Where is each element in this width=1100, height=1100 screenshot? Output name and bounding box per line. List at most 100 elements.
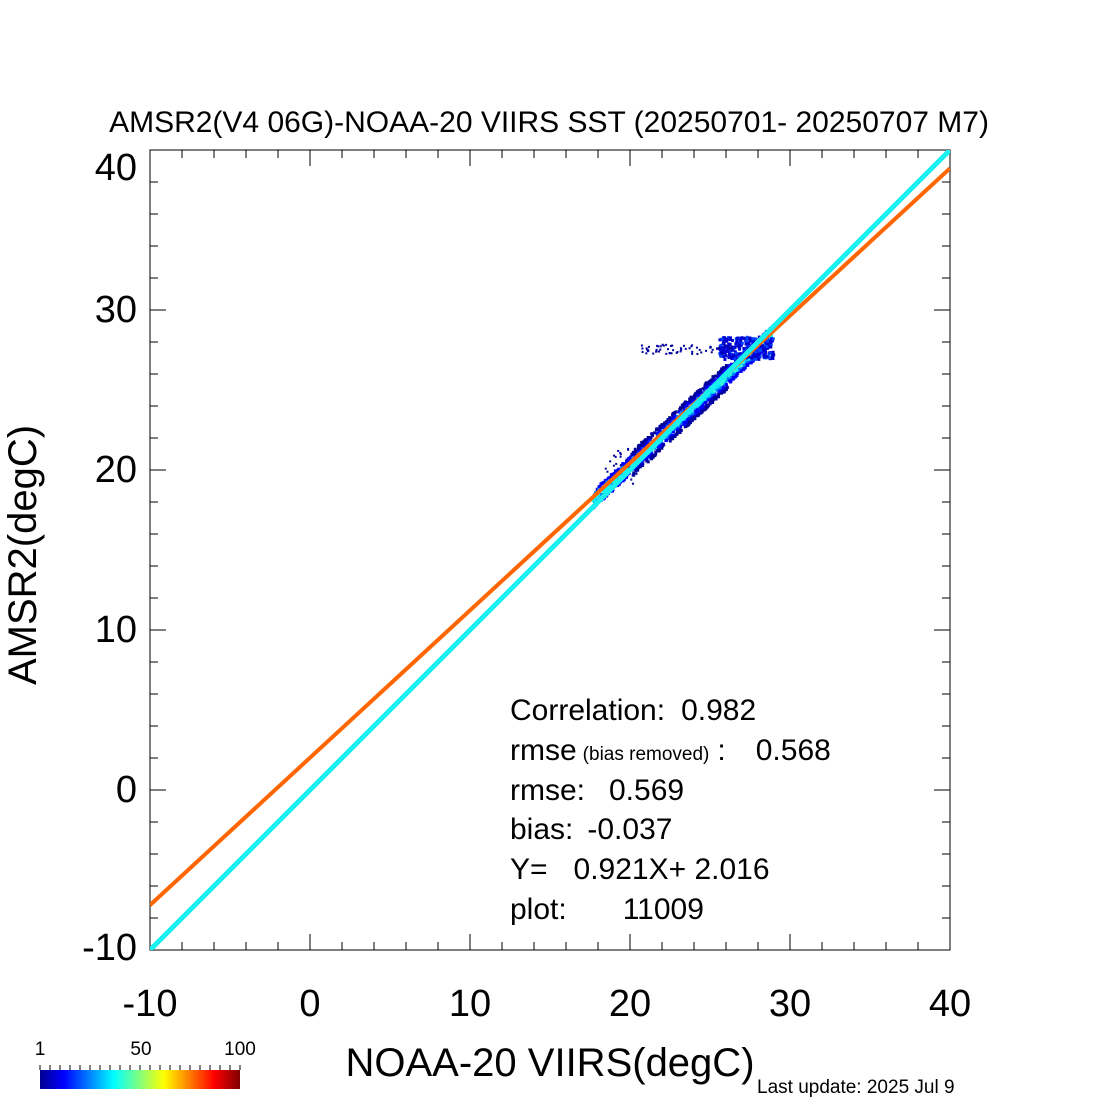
density-point [720,382,724,385]
density-point [742,347,746,351]
density-point [640,344,643,347]
density-point [653,431,657,435]
density-point [753,355,757,359]
density-point [716,376,720,380]
density-point [712,390,716,393]
density-point [747,355,751,359]
density-point [683,419,687,423]
y-tick-label: 30 [95,289,137,331]
stat-rmse-bias-removed: rmse (bias removed):0.568 [510,734,831,767]
density-point [726,336,730,340]
density-point [639,461,643,465]
density-point [694,391,698,395]
density-point [634,452,637,455]
density-point [660,444,664,448]
density-point [684,347,687,350]
density-point [622,478,626,482]
density-point [669,436,673,440]
density-point [665,420,669,424]
density-point [619,455,622,458]
density-point [716,347,719,350]
density-point [668,420,672,424]
density-point [718,374,722,378]
y-tick-label: 20 [95,449,137,491]
density-point [693,399,697,403]
density-point [628,458,632,462]
density-point [752,340,756,344]
density-point [728,379,732,383]
density-point [722,355,726,359]
density-point [744,348,748,352]
density-point [723,353,727,357]
density-point [703,389,707,393]
density-point [680,403,684,407]
density-point [764,341,768,345]
density-point [730,362,734,366]
density-point [739,343,743,347]
density-point [733,369,737,372]
stats-panel: Correlation: 0.982 rmse (bias removed):0.5… [510,694,831,926]
density-point [716,395,720,399]
density-point [645,347,648,350]
density-point [728,350,732,354]
density-point [649,436,653,440]
density-point [718,388,722,392]
density-point [645,352,648,355]
density-point [762,355,766,359]
density-point [769,340,773,344]
density-point [746,346,750,350]
density-point [619,451,622,454]
density-point [756,347,760,351]
density-point [611,479,615,483]
density-point [654,428,658,432]
colorbar: 1 50 100 [35,1039,256,1089]
density-point [750,356,754,360]
density-point [745,359,749,363]
density-point [691,399,695,403]
density-point [706,403,710,407]
density-point [768,335,772,339]
density-point [703,385,707,389]
density-point [691,344,694,347]
density-point [679,347,682,350]
density-point [635,467,639,471]
chart-title: AMSR2(V4 06G)-NOAA-20 VIIRS SST (2025070… [109,106,989,139]
density-point [667,348,670,351]
density-point [735,339,739,343]
stat-rmse: rmse: 0.569 [510,774,684,807]
density-point [612,464,615,467]
density-point [771,354,775,358]
density-point [740,336,744,340]
colorbar-gradient [40,1070,240,1089]
density-point [757,335,761,339]
density-point [686,423,690,427]
density-point [600,481,604,485]
density-point [725,339,729,343]
density-point [688,347,691,350]
density-point [748,339,752,343]
density-point [715,375,719,379]
density-point [738,354,742,358]
density-point [711,393,715,397]
density-point [698,389,702,393]
density-point [637,444,641,448]
density-point [687,419,691,423]
density-point [739,364,743,367]
x-axis-label: NOAA-20 VIIRS(degC) [345,1041,754,1085]
density-point [719,383,723,386]
density-point [727,347,731,351]
density-point [646,435,650,439]
density-point [606,470,609,473]
density-point [746,358,750,361]
density-point [676,425,680,429]
density-point [712,396,716,400]
density-point [764,351,768,355]
density-point [616,467,620,471]
density-point [613,454,616,457]
density-point [710,398,714,402]
density-point [701,391,705,395]
density-point [641,350,644,353]
density-point [710,351,713,354]
density-point [605,486,609,490]
density-point [654,452,658,456]
